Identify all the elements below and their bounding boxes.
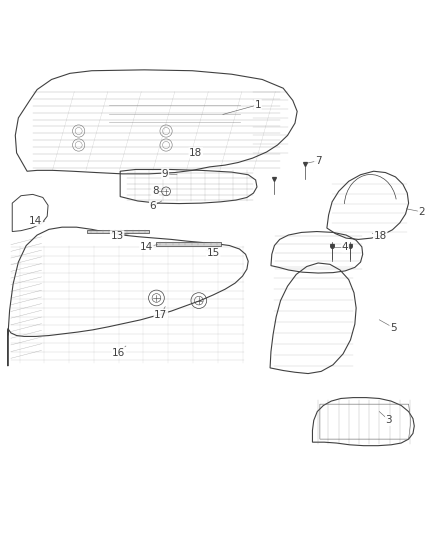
Text: 9: 9	[162, 169, 169, 179]
Bar	[156, 242, 221, 246]
Text: 18: 18	[374, 231, 387, 241]
Text: 17: 17	[154, 310, 167, 320]
Text: 4: 4	[342, 242, 349, 252]
Text: 8: 8	[152, 187, 159, 196]
Text: 16: 16	[112, 348, 125, 358]
Text: 2: 2	[418, 207, 425, 217]
Text: 7: 7	[315, 156, 322, 166]
Text: 6: 6	[149, 201, 156, 211]
Text: 14: 14	[29, 216, 42, 225]
Text: 18: 18	[189, 148, 202, 158]
Text: 14: 14	[140, 242, 153, 252]
Text: 5: 5	[390, 322, 397, 333]
Bar	[87, 230, 149, 233]
Text: 13: 13	[111, 231, 124, 241]
Text: 1: 1	[254, 100, 261, 110]
Text: 3: 3	[385, 415, 392, 425]
Text: 15: 15	[207, 248, 220, 259]
